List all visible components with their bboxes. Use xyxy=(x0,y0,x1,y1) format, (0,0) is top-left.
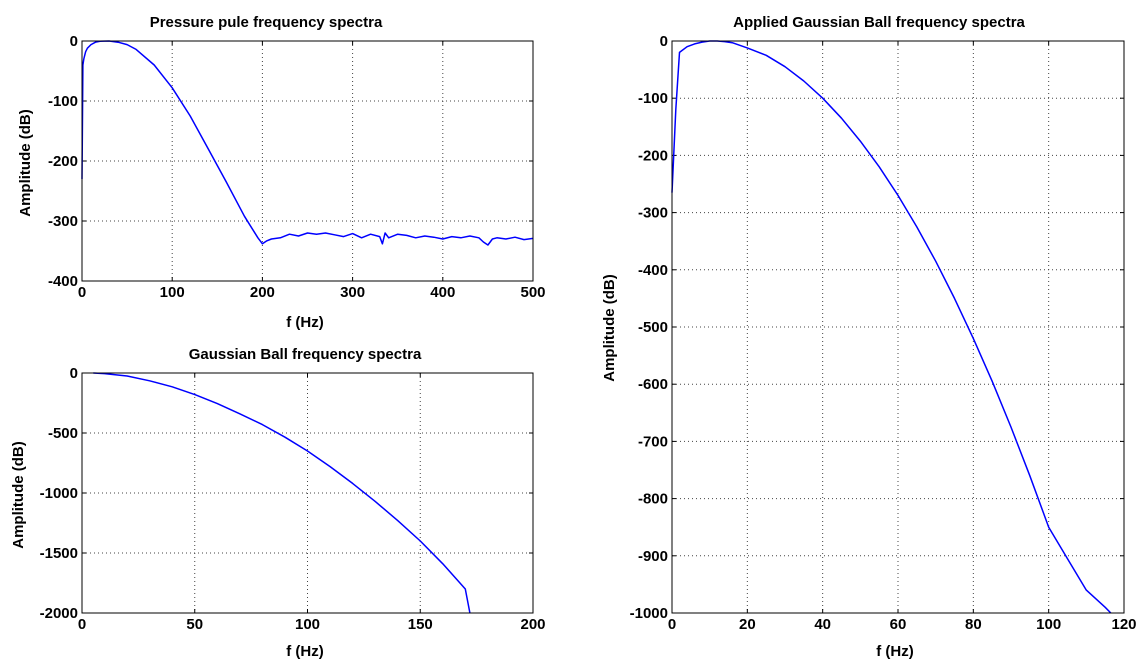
x-tick-label: 20 xyxy=(739,616,756,633)
x-tick-label: 80 xyxy=(965,616,982,633)
applied-gaussian-ball-spectrum-plot: Applied Gaussian Ball frequency spectra … xyxy=(601,14,1137,660)
y-tick-label: -1000 xyxy=(40,485,78,502)
y-tick-label: -600 xyxy=(638,376,668,393)
x-tick-label: 500 xyxy=(520,284,545,301)
x-tick-label: 100 xyxy=(160,284,185,301)
y-tick-label: -900 xyxy=(638,548,668,565)
x-tick-label: 60 xyxy=(890,616,907,633)
series-line xyxy=(93,372,471,614)
grid xyxy=(82,373,533,613)
y-tick-label: -500 xyxy=(638,319,668,336)
x-tick-label: 200 xyxy=(520,616,545,633)
y-tick-label: 0 xyxy=(660,33,668,50)
y-tick-label: 0 xyxy=(70,365,78,382)
y-tick-label: 0 xyxy=(70,33,78,50)
series-line xyxy=(81,40,534,246)
y-tick-label: -200 xyxy=(638,147,668,164)
series-line xyxy=(671,40,1112,614)
x-tick-label: 50 xyxy=(186,616,203,633)
y-tick-label: -400 xyxy=(48,273,78,290)
y-axis-label: Amplitude (dB) xyxy=(17,109,34,216)
x-tick-label: 0 xyxy=(668,616,676,633)
x-tick-label: 200 xyxy=(250,284,275,301)
x-tick-label: 0 xyxy=(78,616,86,633)
x-axis-label: f (Hz) xyxy=(286,314,324,331)
x-tick-label: 40 xyxy=(814,616,831,633)
y-tick-label: -1500 xyxy=(40,545,78,562)
x-axis-label: f (Hz) xyxy=(286,643,324,660)
y-axis-label: Amplitude (dB) xyxy=(601,274,618,381)
y-tick-label: -100 xyxy=(638,90,668,107)
plot-frame xyxy=(81,40,534,282)
grid xyxy=(672,41,1124,613)
y-tick-label: -100 xyxy=(48,93,78,110)
y-tick-label: -200 xyxy=(48,153,78,170)
y-tick-label: -1000 xyxy=(630,605,668,622)
plot-frame xyxy=(671,40,1125,614)
y-tick-label: -700 xyxy=(638,433,668,450)
y-tick-label: -300 xyxy=(638,205,668,222)
plot-frame xyxy=(81,372,534,614)
x-tick-label: 120 xyxy=(1111,616,1136,633)
y-axis-label: Amplitude (dB) xyxy=(10,441,27,548)
y-tick-label: -400 xyxy=(638,262,668,279)
plot-title: Gaussian Ball frequency spectra xyxy=(189,346,422,363)
x-tick-label: 0 xyxy=(78,284,86,301)
y-tick-label: -800 xyxy=(638,491,668,508)
y-tick-label: -2000 xyxy=(40,605,78,622)
plot-title: Applied Gaussian Ball frequency spectra xyxy=(733,14,1025,31)
pressure-pulse-spectrum-plot: Pressure pule frequency spectra f (Hz) A… xyxy=(17,14,546,331)
x-tick-label: 300 xyxy=(340,284,365,301)
x-tick-label: 100 xyxy=(295,616,320,633)
x-tick-label: 100 xyxy=(1036,616,1061,633)
grid xyxy=(82,41,533,281)
gaussian-ball-spectrum-plot: Gaussian Ball frequency spectra f (Hz) A… xyxy=(10,346,546,660)
x-axis-label: f (Hz) xyxy=(876,643,914,660)
y-tick-label: -300 xyxy=(48,213,78,230)
x-tick-label: 150 xyxy=(408,616,433,633)
y-tick-label: -500 xyxy=(48,425,78,442)
plot-title: Pressure pule frequency spectra xyxy=(150,14,383,31)
x-tick-label: 400 xyxy=(430,284,455,301)
